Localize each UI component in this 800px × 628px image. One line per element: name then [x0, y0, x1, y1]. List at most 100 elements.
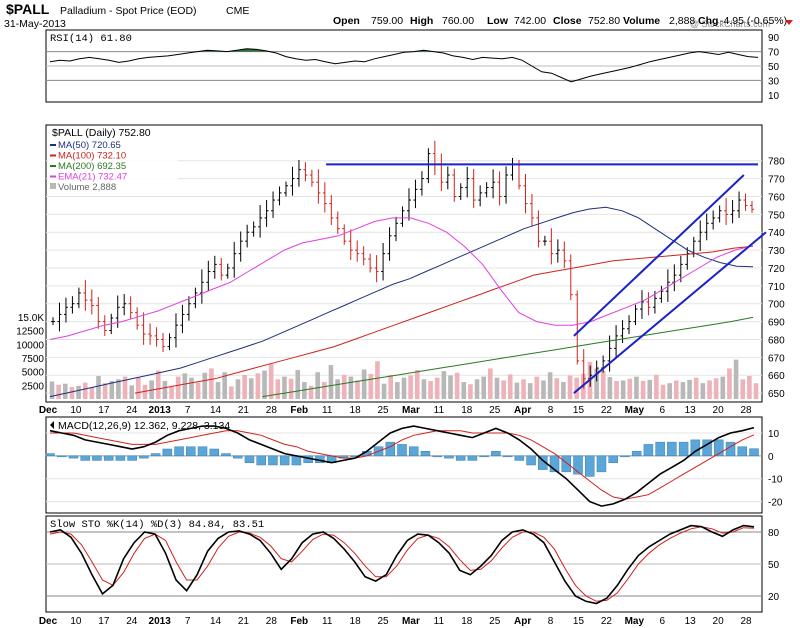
price-tick-label: 730: [768, 246, 785, 257]
volume-bar: [368, 373, 374, 399]
macd-histogram-bar: [150, 453, 161, 457]
macd-histogram-bar: [115, 455, 126, 461]
x-tick-label: 20: [713, 616, 725, 627]
x-tick-label: 18: [461, 405, 473, 416]
volume-bar: [242, 374, 247, 399]
macd-histogram-bar: [737, 446, 748, 457]
ma200-line: [262, 316, 754, 398]
macd-histogram-bar: [92, 455, 102, 461]
macd-histogram-bar: [279, 455, 290, 466]
volume-bar: [76, 385, 81, 399]
macd-histogram-bar: [186, 446, 196, 457]
x-tick-label: 18: [350, 405, 362, 416]
macd-histogram-bar: [408, 446, 419, 457]
macd-histogram-bar: [244, 455, 255, 463]
x-tick-label: 8: [548, 405, 554, 416]
volume-bar: [614, 380, 619, 399]
x-tick-label: 2013: [149, 405, 172, 416]
x-tick-label: 2013: [149, 616, 172, 627]
x-tick-label: 6: [659, 616, 665, 627]
volume-bar: [288, 378, 294, 399]
volume-bar: [162, 380, 168, 399]
rsi-tick-label: 90: [768, 33, 780, 44]
x-tick-label: 14: [210, 405, 222, 416]
macd-histogram-bar: [197, 446, 208, 457]
rsi-tick-label: 50: [768, 62, 780, 73]
x-tick-label: Apr: [514, 616, 531, 627]
volume-bar: [348, 376, 354, 399]
macd-histogram-bar: [162, 448, 173, 457]
rsi-tick-label: 10: [768, 91, 780, 102]
x-tick-label: 25: [377, 405, 389, 416]
x-tick-label: 14: [210, 616, 222, 627]
exchange: CME: [226, 5, 249, 17]
macd-histogram-bar: [573, 455, 583, 475]
x-tick-label: 25: [489, 405, 501, 416]
volume-value: 2,888: [669, 15, 695, 27]
high-label: High: [410, 15, 433, 27]
chart-header: $PALL Palladium - Spot Price (EOD) CME 3…: [4, 1, 793, 30]
open-value: 759.00: [371, 15, 403, 27]
macd-y-axis: 10 0 -10 -20: [768, 429, 783, 509]
chg-value: -4.95 (-0.65%): [720, 15, 787, 27]
x-tick-label: 17: [98, 616, 110, 627]
volume-bar: [707, 380, 712, 399]
x-tick-label: May: [625, 405, 645, 416]
x-axis-top: Dec 10 17 24 2013 7 14 21 28 Feb 11 18 25 Mar 11 18 25 Ap…: [39, 405, 752, 416]
volume-bar: [468, 384, 473, 399]
volume-bar: [660, 384, 666, 399]
x-tick-label: 28: [266, 405, 278, 416]
legend-entry: Volume 2,888: [58, 182, 116, 193]
volume-bar: [215, 382, 221, 399]
stochastic-y-axis: 80 50 20: [768, 528, 780, 603]
volume-bar: [647, 379, 653, 399]
volume-bar: [395, 382, 400, 399]
volume-bar: [700, 383, 706, 399]
volume-tick-label: 5000: [22, 368, 45, 379]
macd-tick-label: -20: [768, 498, 783, 509]
x-tick-label: 13: [685, 405, 697, 416]
volume-bar: [441, 371, 447, 399]
x-tick-label: 15: [573, 405, 585, 416]
volume-bar: [488, 368, 493, 399]
volume-bar: [222, 372, 227, 399]
x-tick-label: 7: [185, 405, 191, 416]
x-tick-label: 20: [713, 405, 725, 416]
volume-bar: [521, 379, 526, 399]
volume-bar: [693, 377, 699, 399]
volume-bar: [49, 381, 55, 399]
volume-bar: [501, 380, 506, 399]
volume-bar: [375, 361, 380, 399]
price-tick-label: 720: [768, 264, 785, 275]
macd-histogram-bar: [538, 455, 548, 470]
stochastic-grid: [46, 531, 762, 597]
security-name: Palladium - Spot Price (EOD): [60, 5, 197, 17]
volume-bar: [753, 383, 759, 399]
macd-histogram-bar: [667, 441, 677, 457]
volume-bar: [195, 382, 201, 399]
macd-histogram-bar: [397, 444, 407, 457]
volume-bar: [640, 380, 646, 399]
volume-bars: [49, 359, 759, 399]
volume-bar: [302, 382, 307, 399]
volume-bar: [255, 373, 261, 399]
volume-bar: [82, 382, 88, 399]
x-tick-label: 11: [434, 405, 445, 416]
legend-entry: MA(100) 732.10: [58, 151, 126, 162]
volume-bar: [713, 378, 719, 399]
volume-bar: [322, 382, 327, 399]
volume-bar: [600, 371, 606, 399]
volume-bar: [282, 376, 287, 399]
symbol: $PALL: [6, 1, 50, 17]
macd-histogram-bar: [479, 455, 489, 458]
volume-bar: [229, 386, 234, 399]
volume-bar: [561, 382, 566, 399]
x-tick-label: 11: [322, 616, 333, 627]
volume-bar: [574, 377, 579, 399]
x-tick-label: 28: [266, 616, 278, 627]
x-tick-label: 6: [659, 405, 665, 416]
ma50-line: [49, 206, 754, 398]
volume-y-axis: 15.0K 12500 10000 7500 5000 2500: [16, 313, 44, 392]
macd-histogram-bar: [514, 455, 525, 461]
macd-histogram-bar: [56, 455, 67, 458]
